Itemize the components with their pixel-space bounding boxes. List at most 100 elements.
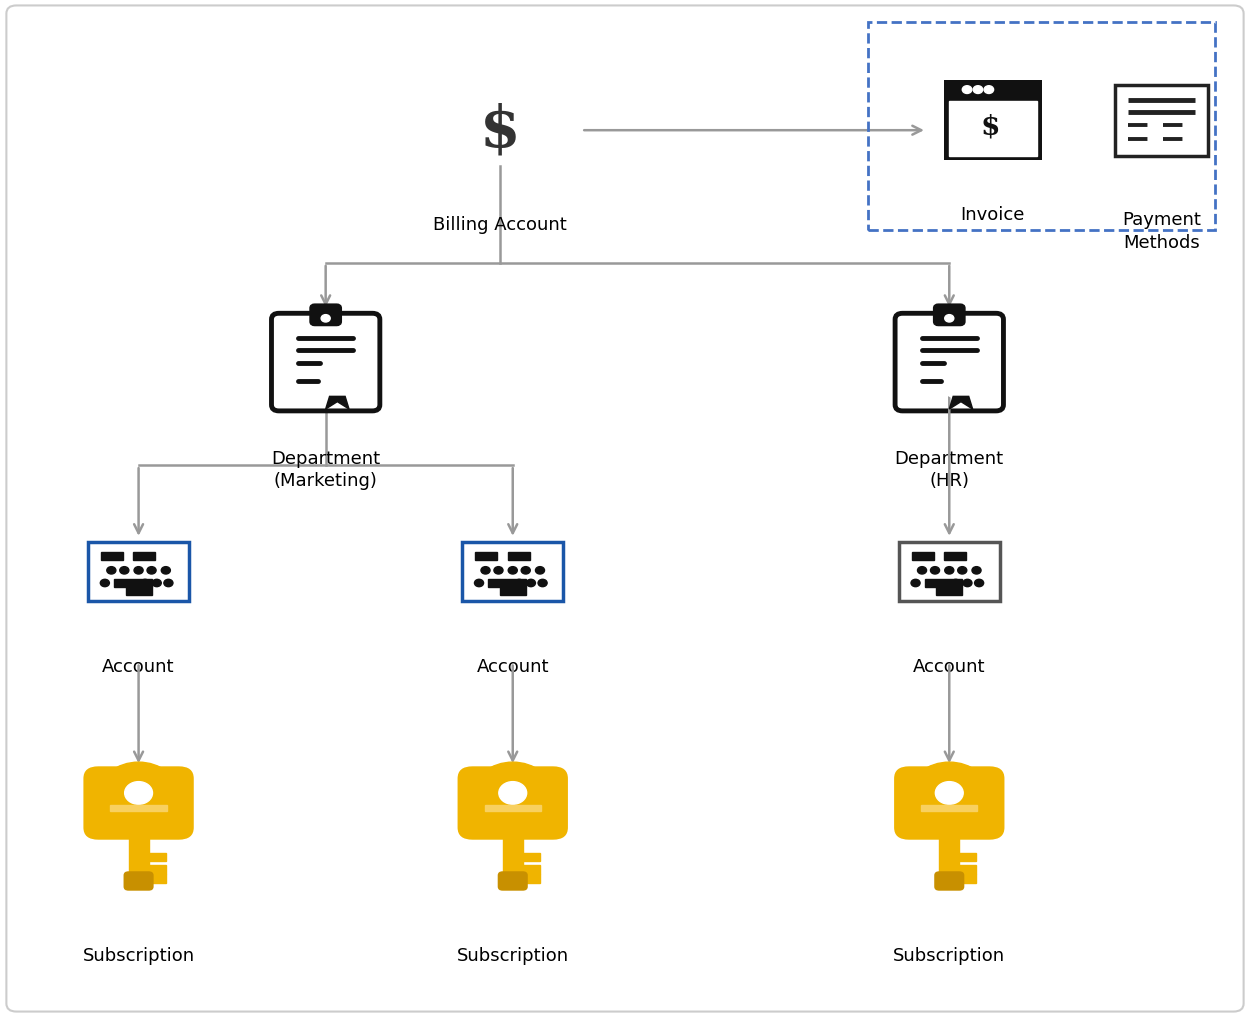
Circle shape [918, 566, 926, 574]
Bar [959, 865, 976, 874]
FancyBboxPatch shape [311, 305, 340, 324]
Bar [462, 542, 562, 601]
Text: Department
(Marketing): Department (Marketing) [271, 450, 380, 490]
Circle shape [950, 371, 972, 390]
Circle shape [99, 762, 179, 828]
Bar [936, 587, 962, 595]
Text: Subscription: Subscription [894, 947, 1005, 965]
Bar [89, 542, 189, 601]
Bar [503, 824, 522, 881]
Bar [134, 552, 155, 559]
Bar [500, 587, 526, 595]
Circle shape [161, 566, 170, 574]
Text: Account: Account [102, 658, 175, 675]
Circle shape [974, 85, 982, 94]
Circle shape [125, 782, 152, 804]
FancyBboxPatch shape [894, 767, 1005, 840]
FancyBboxPatch shape [935, 305, 964, 324]
Bar [149, 865, 166, 874]
Circle shape [984, 85, 994, 94]
Bar [899, 542, 1000, 601]
Bar [939, 824, 959, 881]
Bar [129, 824, 149, 881]
Circle shape [475, 580, 484, 587]
Circle shape [481, 566, 490, 574]
Bar [149, 852, 166, 861]
Circle shape [106, 566, 116, 574]
Bar [869, 21, 1215, 230]
Circle shape [945, 314, 954, 322]
FancyBboxPatch shape [498, 872, 528, 891]
Circle shape [472, 762, 552, 828]
Circle shape [129, 870, 149, 886]
Circle shape [940, 364, 981, 398]
Bar [488, 580, 526, 587]
Circle shape [945, 566, 954, 574]
Text: Billing Account: Billing Account [434, 217, 568, 234]
Text: Account: Account [476, 658, 549, 675]
Circle shape [321, 314, 330, 322]
Bar [949, 101, 1038, 156]
Bar [475, 552, 498, 559]
FancyBboxPatch shape [6, 5, 1244, 1012]
FancyBboxPatch shape [84, 767, 194, 840]
FancyBboxPatch shape [895, 313, 1004, 411]
Circle shape [909, 762, 990, 828]
Circle shape [152, 580, 161, 587]
Bar [101, 552, 122, 559]
Circle shape [962, 580, 972, 587]
FancyBboxPatch shape [271, 313, 380, 411]
Bar [925, 580, 962, 587]
Circle shape [140, 580, 150, 587]
Circle shape [972, 566, 981, 574]
FancyBboxPatch shape [934, 872, 964, 891]
Circle shape [120, 566, 129, 574]
Bar [522, 865, 540, 874]
Text: Department
(HR): Department (HR) [895, 450, 1004, 490]
Bar [959, 852, 976, 861]
Bar [522, 874, 540, 883]
FancyBboxPatch shape [124, 872, 154, 891]
Circle shape [939, 870, 959, 886]
Bar [485, 804, 541, 812]
Text: Payment
Methods: Payment Methods [1121, 212, 1201, 251]
Bar [508, 552, 530, 559]
Bar [944, 552, 966, 559]
Circle shape [958, 566, 966, 574]
Circle shape [148, 566, 156, 574]
Circle shape [911, 580, 920, 587]
Text: Invoice: Invoice [961, 206, 1025, 225]
Circle shape [521, 566, 530, 574]
Circle shape [164, 580, 172, 587]
Circle shape [494, 566, 502, 574]
Circle shape [326, 371, 349, 390]
Circle shape [935, 782, 964, 804]
Circle shape [962, 85, 971, 94]
Text: $: $ [980, 113, 1000, 140]
Text: Subscription: Subscription [82, 947, 195, 965]
Polygon shape [326, 397, 349, 409]
Text: Subscription: Subscription [456, 947, 569, 965]
Circle shape [526, 580, 535, 587]
Bar [149, 874, 166, 883]
Bar [921, 804, 978, 812]
Circle shape [515, 580, 524, 587]
Bar [911, 552, 934, 559]
Circle shape [930, 566, 940, 574]
Bar [114, 580, 151, 587]
Circle shape [538, 580, 548, 587]
Bar [944, 80, 1042, 160]
Bar [1115, 84, 1208, 156]
Text: $: $ [480, 102, 520, 159]
Circle shape [316, 364, 357, 398]
Bar [959, 874, 976, 883]
FancyBboxPatch shape [458, 767, 568, 840]
Polygon shape [949, 397, 972, 409]
Circle shape [100, 580, 110, 587]
Circle shape [134, 566, 142, 574]
Bar [125, 587, 151, 595]
Circle shape [975, 580, 984, 587]
Circle shape [951, 580, 960, 587]
Circle shape [499, 782, 526, 804]
Text: Account: Account [912, 658, 985, 675]
